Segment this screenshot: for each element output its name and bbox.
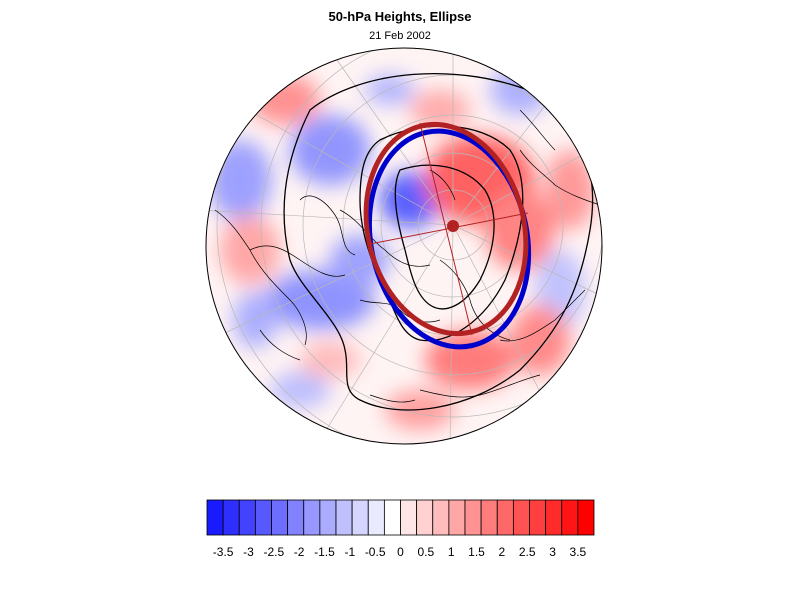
colorbar-boxes (206, 499, 595, 536)
ellipse-center-marker (447, 220, 459, 232)
colorbar-tick-label: -2 (294, 545, 305, 559)
colorbar-box (367, 499, 385, 536)
colorbar-box (271, 499, 289, 536)
map-subtitle: 21 Feb 2002 (369, 30, 431, 42)
colorbar-tick-label: 1.5 (468, 545, 485, 559)
map-title: 50-hPa Heights, Ellipse (328, 9, 472, 24)
colorbar-tick-label: 2 (499, 545, 506, 559)
globe-border (205, 47, 603, 445)
colorbar-box (287, 499, 305, 536)
colorbar-tick-label: 0 (397, 545, 404, 559)
colorbar-box (512, 499, 530, 536)
colorbar-box (432, 499, 450, 536)
colorbar-tick-label: 2.5 (519, 545, 536, 559)
colorbar-tick-label: 0.5 (417, 545, 434, 559)
colorbar-box (529, 499, 547, 536)
vortex-ellipse (363, 121, 532, 350)
colorbar-tick-label: -3 (243, 545, 254, 559)
colorbar-tick-label: -1.5 (314, 545, 335, 559)
colorbar-box (206, 499, 224, 536)
colorbar-tick-labels: -3.5 -3 -2.5 -2 -1.5 -1 -0.5 0 0.5 1 1.5 2 2.5 3 3.5 (213, 545, 587, 559)
colorbar-tick-label: 3.5 (570, 545, 587, 559)
colorbar-box (303, 499, 321, 536)
colorbar-box (400, 499, 418, 536)
colorbar-tick-label: -0.5 (365, 545, 386, 559)
colorbar-box (480, 499, 498, 536)
colorbar-box (319, 499, 337, 536)
colorbar-box (561, 499, 579, 536)
colorbar-box (545, 499, 563, 536)
colorbar-box (222, 499, 240, 536)
colorbar-tick-label: -2.5 (263, 545, 284, 559)
colorbar-box (448, 499, 466, 536)
colorbar-box (383, 499, 401, 536)
colorbar-box (238, 499, 256, 536)
colorbar-box (254, 499, 272, 536)
colorbar-box (577, 499, 595, 536)
colorbar-tick-label: 3 (549, 545, 556, 559)
colorbar-tick-label: 1 (448, 545, 455, 559)
graticule (206, 48, 602, 444)
colorbar-box (351, 499, 369, 536)
colorbar-box (416, 499, 434, 536)
colorbar-tick-label: -3.5 (213, 545, 234, 559)
colorbar-box (496, 499, 514, 536)
colorbar-box (335, 499, 353, 536)
colorbar-tick-label: -1 (344, 545, 355, 559)
colorbar-box (464, 499, 482, 536)
